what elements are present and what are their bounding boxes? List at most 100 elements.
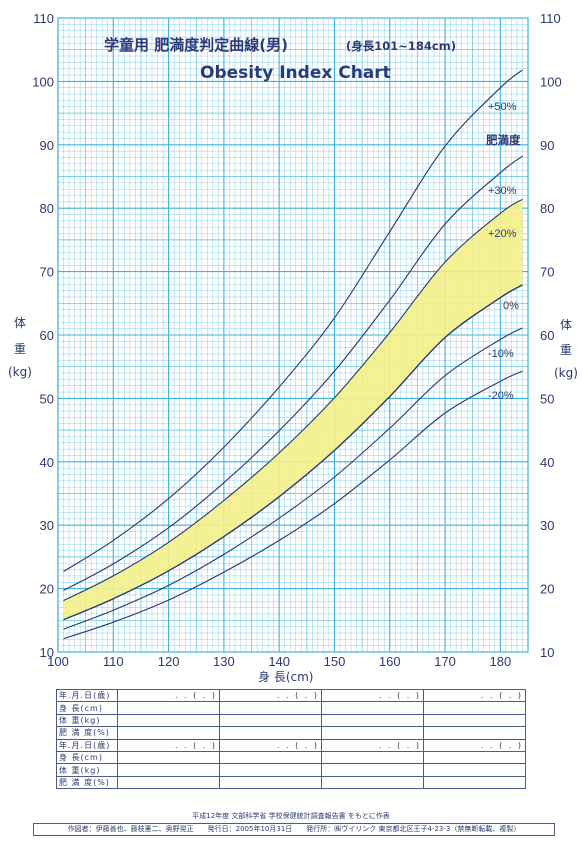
- record-cell[interactable]: . . ( . ): [219, 738, 322, 752]
- x-ticks: 100 110 120 130 140 150 160 170 180: [47, 654, 511, 669]
- curves: [63, 69, 523, 640]
- table-row: 身 長(cm): [56, 701, 526, 715]
- record-cell[interactable]: [423, 726, 526, 740]
- y-tick-right-9: 100: [540, 74, 562, 89]
- plot-frame: [57, 17, 529, 653]
- x-tick-0: 100: [47, 654, 69, 669]
- y-tick-right-8: 90: [540, 138, 554, 153]
- row-label: 肥 満 度(%): [56, 775, 118, 790]
- y-axis-label-left-3: (kg): [8, 365, 32, 379]
- y-tick-right-7: 80: [540, 201, 554, 216]
- y-ticks-right: 10 20 30 40 50 60 70 80 90 100 110: [540, 11, 562, 660]
- series-label-4: -10%: [488, 348, 514, 360]
- table-row: 体 重(kg): [56, 713, 526, 728]
- x-axis-label: 身 長(cm): [258, 669, 313, 684]
- curve-0: [63, 69, 523, 572]
- record-cell[interactable]: [321, 701, 424, 715]
- record-cell[interactable]: [423, 750, 526, 765]
- curve-5: [63, 370, 523, 640]
- record-cell[interactable]: [219, 701, 322, 715]
- y-tick-left-4: 50: [40, 391, 54, 406]
- record-cell[interactable]: [321, 713, 424, 728]
- y-tick-left-5: 60: [40, 328, 54, 343]
- record-cell[interactable]: . . ( . ): [423, 688, 526, 703]
- record-cell[interactable]: [117, 750, 220, 765]
- record-cell[interactable]: [219, 713, 322, 728]
- record-cell[interactable]: [219, 775, 322, 790]
- record-cell[interactable]: [219, 750, 322, 765]
- credits: 作図者：伊藤善也、藤枝憲二、奥野晃正 発行日：2005年10月31日 発行所：㈱…: [33, 823, 555, 836]
- table-row: 年.月.日(歳). . ( . ). . ( . ). . ( . ). . (…: [56, 688, 526, 703]
- y-tick-left-7: 80: [40, 201, 54, 216]
- series-label-5: -20%: [488, 390, 514, 402]
- row-label: 体 重(kg): [56, 713, 118, 728]
- series-label-0: +50%: [488, 101, 517, 113]
- record-table: 年.月.日(歳). . ( . ). . ( . ). . ( . ). . (…: [56, 688, 526, 790]
- record-cell[interactable]: . . ( . ): [117, 688, 220, 703]
- table-row: 身 長(cm): [56, 750, 526, 765]
- table-row: 肥 満 度(%): [56, 775, 526, 790]
- x-tick-8: 180: [490, 654, 512, 669]
- record-cell[interactable]: [117, 775, 220, 790]
- record-cell[interactable]: . . ( . ): [321, 688, 424, 703]
- y-axis-label-right-3: (kg): [554, 366, 578, 380]
- y-ticks-left: 10 20 30 40 50 60 70 80 90 100 110: [32, 11, 54, 660]
- y-tick-right-0: 10: [540, 645, 554, 660]
- x-tick-5: 150: [324, 654, 346, 669]
- source-note: 平成12年度 文部科学省 学校保健統計調査報告書 をもとに作表: [192, 812, 390, 820]
- x-tick-2: 120: [158, 654, 180, 669]
- record-cell[interactable]: [423, 701, 526, 715]
- series-label-1: +30%: [488, 185, 517, 197]
- row-label: 体 重(kg): [56, 763, 118, 777]
- y-tick-right-1: 20: [540, 582, 554, 597]
- x-tick-4: 140: [268, 654, 290, 669]
- y-tick-right-2: 30: [540, 518, 554, 533]
- record-cell[interactable]: [117, 763, 220, 777]
- record-cell[interactable]: [117, 701, 220, 715]
- chart-subtitle: Obesity Index Chart: [200, 63, 391, 83]
- table-row: 肥 満 度(%): [56, 726, 526, 740]
- record-cell[interactable]: [423, 713, 526, 728]
- y-tick-right-10: 110: [540, 11, 561, 26]
- y-tick-left-1: 20: [40, 582, 54, 597]
- record-cell[interactable]: . . ( . ): [423, 738, 526, 752]
- record-cell[interactable]: [423, 775, 526, 790]
- y-tick-left-3: 40: [40, 455, 54, 470]
- series-labels: +50% +30% +20% 0% -10% -20%: [488, 101, 519, 402]
- record-cell[interactable]: [321, 763, 424, 777]
- obesity-band: [63, 199, 523, 620]
- x-tick-6: 160: [379, 654, 401, 669]
- record-cell[interactable]: [321, 726, 424, 740]
- y-axis-label-right-2: 重: [560, 343, 572, 357]
- y-tick-right-6: 70: [540, 265, 554, 280]
- y-tick-left-9: 100: [32, 74, 54, 89]
- y-tick-left-10: 110: [33, 11, 54, 26]
- record-cell[interactable]: [117, 726, 220, 740]
- row-label: 年.月.日(歳): [56, 688, 118, 703]
- y-axis-label-left-1: 体: [14, 316, 26, 330]
- curve-1: [63, 155, 523, 591]
- record-cell[interactable]: [321, 750, 424, 765]
- table-row: 体 重(kg): [56, 763, 526, 777]
- record-cell[interactable]: . . ( . ): [219, 688, 322, 703]
- y-tick-left-2: 30: [40, 518, 54, 533]
- series-label-3: 0%: [503, 300, 519, 312]
- record-cell[interactable]: [219, 763, 322, 777]
- y-tick-left-8: 90: [40, 138, 54, 153]
- obesity-chart: 10 20 30 40 50 60 70 80 90 100 110 10 20 30 40 50 60 70 8…: [8, 11, 578, 684]
- record-cell[interactable]: [321, 775, 424, 790]
- record-cell[interactable]: . . ( . ): [321, 738, 424, 752]
- row-label: 身 長(cm): [56, 701, 118, 715]
- record-cell[interactable]: [117, 713, 220, 728]
- x-tick-1: 110: [103, 654, 124, 669]
- record-cell[interactable]: [219, 726, 322, 740]
- record-cell[interactable]: . . ( . ): [117, 738, 220, 752]
- chart-title-note: (身長101~184cm): [346, 39, 456, 53]
- y-tick-right-5: 60: [540, 328, 554, 343]
- y-axis-label-left-2: 重: [14, 342, 26, 356]
- record-cell[interactable]: [423, 763, 526, 777]
- y-axis-label-right-1: 体: [560, 318, 572, 332]
- y-tick-left-0: 10: [40, 645, 54, 660]
- x-tick-3: 130: [213, 654, 235, 669]
- y-tick-right-4: 50: [540, 391, 554, 406]
